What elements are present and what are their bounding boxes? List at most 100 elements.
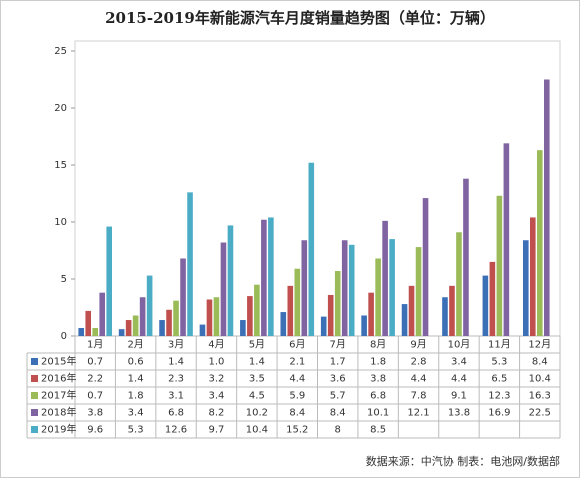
- table-cell: 9.6: [87, 425, 103, 436]
- table-cell: 8.5: [370, 425, 386, 436]
- bar: [173, 300, 179, 336]
- table-cell: 3.4: [209, 391, 225, 402]
- x-tick-label: 4月: [208, 339, 224, 351]
- table-cell: 5.3: [491, 357, 507, 368]
- bar: [463, 178, 469, 336]
- table-cell: 1.7: [330, 357, 346, 368]
- table-cell: 1.4: [128, 374, 144, 385]
- table-cell: 2.2: [87, 374, 103, 385]
- bar: [99, 292, 106, 336]
- table-cell: 9.7: [209, 425, 225, 436]
- legend-label: 2019年: [41, 423, 76, 436]
- table-cell: 1.0: [209, 357, 225, 368]
- bar: [301, 240, 308, 336]
- table-cell: 0.6: [128, 357, 144, 368]
- bar: [92, 328, 99, 336]
- x-tick-label: 6月: [289, 339, 305, 351]
- table-cell: 8.4: [532, 357, 548, 368]
- table-cell: 5.9: [289, 391, 305, 402]
- bar: [308, 162, 315, 336]
- table-cell: 2.8: [411, 357, 427, 368]
- bar: [254, 284, 260, 336]
- bar: [180, 258, 186, 336]
- bar: [213, 297, 220, 336]
- x-tick-label: 1月: [87, 339, 103, 351]
- source: 数据来源：中汽协 制表：电池网/数据部: [366, 454, 560, 468]
- table-cell: 10.4: [529, 374, 551, 385]
- table-cell: 1.8: [128, 391, 144, 402]
- x-tick-label: 11月: [488, 339, 511, 351]
- table-cell: 5.3: [128, 425, 144, 436]
- bar: [280, 312, 287, 336]
- table-cell: 8.4: [330, 408, 346, 419]
- table-cell: 3.5: [249, 374, 265, 385]
- table-cell: 10.4: [246, 425, 268, 436]
- legend-label: 2017年: [41, 389, 76, 402]
- bar: [294, 268, 301, 336]
- bar: [341, 240, 348, 336]
- table-cell: 15.2: [286, 425, 308, 436]
- bar: [199, 324, 206, 336]
- x-tick-label: 9月: [410, 339, 426, 351]
- table-cell: 12.1: [407, 408, 429, 419]
- legend-swatch: [31, 426, 38, 433]
- bar: [166, 309, 172, 336]
- table-cell: 4.4: [411, 374, 427, 385]
- bar: [449, 285, 455, 336]
- bar: [132, 315, 139, 336]
- table-cell: 16.3: [529, 391, 551, 402]
- table-cell: 8.2: [209, 408, 225, 419]
- table-cell: 1.8: [370, 357, 386, 368]
- bar: [382, 220, 388, 336]
- bar: [334, 271, 341, 336]
- table-cell: 4.4: [289, 374, 305, 385]
- table-cell: 3.1: [168, 391, 184, 402]
- y-tick-label: 0: [61, 331, 67, 342]
- legend-swatch: [31, 375, 38, 382]
- bar: [247, 296, 253, 336]
- bar: [220, 242, 227, 336]
- x-tick-label: 10月: [448, 339, 471, 351]
- bar: [368, 292, 374, 336]
- bar: [159, 320, 165, 336]
- table-cell: 4.4: [451, 374, 467, 385]
- bar: [536, 150, 543, 336]
- y-tick-label: 5: [61, 274, 67, 285]
- bar: [146, 275, 153, 336]
- table-cell: 9.1: [451, 391, 467, 402]
- bar: [187, 192, 193, 336]
- table-cell: 3.8: [370, 374, 386, 385]
- table-cell: 10.2: [246, 408, 268, 419]
- table-cell: 2.1: [289, 357, 305, 368]
- table-cell: 4.5: [249, 391, 265, 402]
- table-cell: 2.3: [168, 374, 184, 385]
- x-tick-label: 12月: [528, 339, 551, 351]
- bar: [522, 240, 529, 336]
- table-cell: 5.7: [330, 391, 346, 402]
- legend-label: 2015年: [41, 355, 76, 368]
- bar: [240, 320, 246, 336]
- bar: [482, 275, 489, 336]
- bar: [496, 195, 503, 336]
- bar: [401, 304, 408, 336]
- table-cell: 3.4: [128, 408, 144, 419]
- bar: [503, 143, 510, 336]
- x-tick-label: 7月: [330, 339, 346, 351]
- table-cell: 6.8: [370, 391, 386, 402]
- bar: [320, 316, 327, 336]
- bar: [327, 294, 334, 336]
- bar: [348, 244, 355, 336]
- bar: [139, 297, 146, 336]
- chart-title: 2015-2019年新能源汽车月度销量趋势图（单位：万辆）: [105, 9, 495, 27]
- legend-swatch: [31, 392, 38, 399]
- bar: [287, 285, 294, 336]
- bar: [543, 79, 550, 336]
- table-cell: 3.2: [209, 374, 225, 385]
- table-cell: 12.3: [488, 391, 510, 402]
- x-tick-label: 3月: [168, 339, 184, 351]
- bar: [268, 217, 274, 336]
- bar: [456, 232, 462, 336]
- table-cell: 1.4: [249, 357, 265, 368]
